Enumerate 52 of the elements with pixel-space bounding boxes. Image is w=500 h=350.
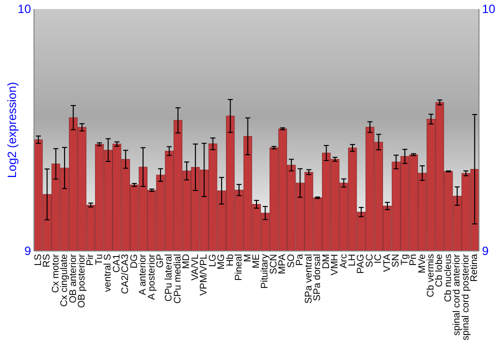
- x-tick-label: MG: [216, 254, 228, 270]
- x-tick-label: DG: [128, 254, 140, 268]
- x-tick-label: CA2/CA3: [120, 254, 132, 294]
- x-tick-label: Pa: [294, 253, 306, 266]
- x-tick-label: MVe: [416, 254, 428, 274]
- x-tick-label: LH: [346, 254, 358, 266]
- y2-tick-label: 10: [482, 2, 496, 16]
- x-tick-label: Arc: [338, 254, 350, 268]
- x-tick-label: CPu medial: [172, 254, 184, 304]
- x-tick-label: PAG: [356, 254, 367, 274]
- x-tick-label: SPa dorsal: [312, 254, 324, 301]
- x-tick-label: LG: [207, 254, 218, 267]
- x-tick-label: SCN: [268, 254, 280, 274]
- x-tick-label: CA1: [111, 254, 122, 273]
- x-tick-label: Cx motor: [50, 253, 62, 293]
- x-tick-label: SN: [390, 254, 402, 268]
- x-tick-label: Cx cingulate: [59, 254, 70, 307]
- x-tick-label: IC: [373, 254, 384, 264]
- x-tick-label: SC: [364, 254, 376, 268]
- x-tick-label: ventral S: [102, 254, 114, 292]
- x-tick-label: MPA: [277, 253, 288, 274]
- x-tick-label: DM: [320, 254, 332, 269]
- x-tick-label: ME: [251, 254, 262, 268]
- x-tick-label: spinal cord posterior: [460, 253, 472, 340]
- x-tick-label: Pn: [408, 254, 420, 266]
- x-tick-label: A posterior: [146, 253, 158, 300]
- x-tick-label: OB posterior: [76, 253, 88, 308]
- x-tick-label: Cb nucleus: [442, 254, 454, 302]
- x-tick-label: SO: [286, 254, 297, 268]
- x-tick-label: M: [242, 254, 254, 262]
- x-tick-label: VA/VL: [190, 253, 201, 280]
- x-tick-label: Tu: [94, 254, 105, 265]
- x-tick-label: Hb: [224, 254, 236, 266]
- x-tick-label: MD: [181, 254, 192, 269]
- x-tick-label: A anterior: [138, 253, 149, 296]
- x-tick-label: RS: [42, 254, 53, 268]
- y-axis-title: Log2 (expression): [5, 82, 19, 178]
- x-tick-label: Pir: [85, 253, 96, 266]
- x-tick-label: LS: [32, 254, 44, 266]
- y2-tick-label: 9: [482, 244, 489, 258]
- x-tick-label: VPM/VPL: [198, 253, 210, 296]
- x-tick-label: SPa ventral: [303, 254, 314, 304]
- x-tick-label: VTA: [382, 253, 393, 272]
- x-tick-label: OB anterior: [68, 253, 79, 304]
- x-tick-label: Pineal: [234, 254, 245, 281]
- x-tick-label: VMH: [330, 254, 341, 276]
- x-tick-label: Cb lobe: [434, 254, 446, 288]
- x-tick-label: Retina: [469, 253, 480, 282]
- x-tick-label: spinal cord anterior: [452, 253, 463, 336]
- x-tick-label: Pituitary: [260, 254, 271, 289]
- x-tick-label: CPu lateral: [164, 254, 175, 302]
- x-tick-label: Tg: [399, 254, 410, 266]
